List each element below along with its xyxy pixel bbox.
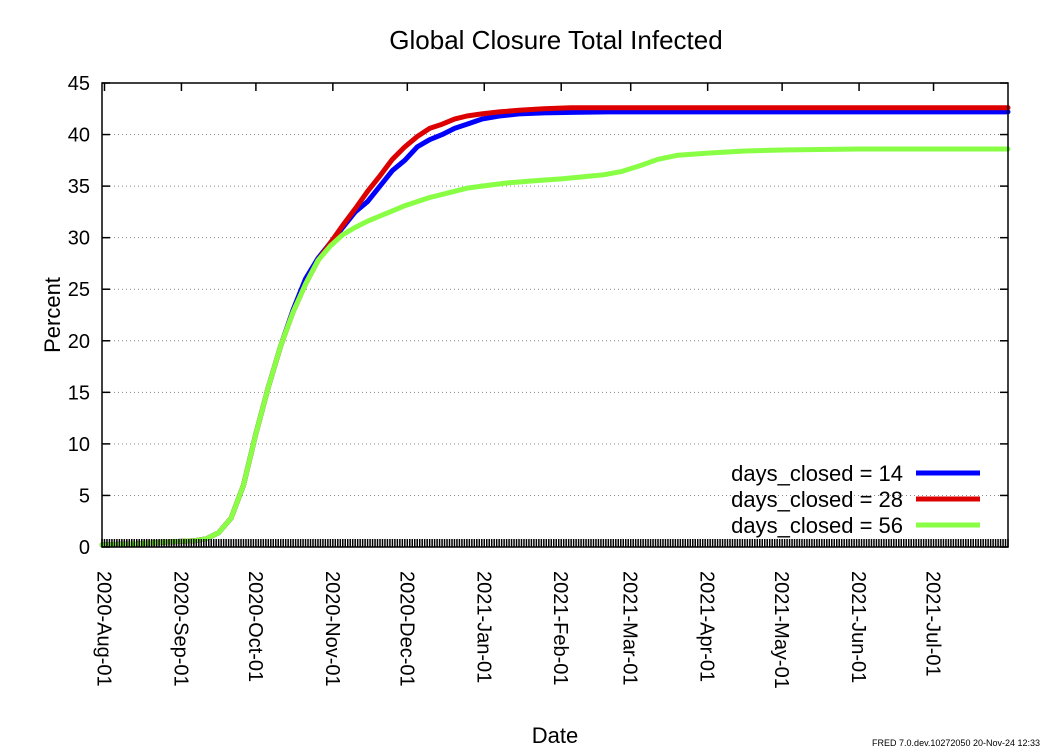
series-lines: [99, 105, 1011, 548]
x-tick-label: 2020-Aug-01: [92, 571, 114, 687]
x-tick-label: 2020-Dec-01: [395, 571, 417, 687]
y-tick-label: 20: [68, 331, 90, 353]
y-tick-label: 30: [68, 228, 90, 250]
x-tick-label: 2021-May-01: [770, 571, 792, 689]
y-tick-label: 45: [68, 73, 90, 95]
grid-lines: [102, 134, 1008, 496]
x-tick-label: 2021-Jun-01: [847, 571, 869, 683]
y-tick-label: 0: [79, 537, 90, 559]
x-tick-label: 2020-Nov-01: [321, 571, 343, 687]
y-tick-label: 15: [68, 382, 90, 404]
legend-label: days_closed = 28: [731, 487, 903, 512]
x-tick-label: 2020-Oct-01: [244, 571, 266, 682]
x-tick-label: 2020-Sep-01: [169, 571, 191, 687]
plot-frame: [101, 82, 1009, 548]
y-tick-label: 10: [68, 434, 90, 456]
y-axis-ticks: 0 5 10 15 20 25 30 35 40 45: [68, 73, 1008, 559]
x-tick-label: 2021-Apr-01: [696, 571, 718, 682]
x-axis-label: Date: [532, 723, 578, 748]
x-tick-label: 2021-Feb-01: [549, 571, 571, 686]
x-minor-ticks: [101, 539, 1009, 547]
x-tick-label: 2021-Jan-01: [472, 571, 494, 683]
legend-label: days_closed = 56: [731, 513, 903, 538]
legend-label: days_closed = 14: [731, 461, 903, 486]
x-tick-label: 2021-Mar-01: [619, 571, 641, 686]
y-tick-label: 5: [79, 485, 90, 507]
x-tick-label: 2021-Jul-01: [922, 571, 944, 677]
series-line-3: [99, 146, 1011, 548]
footer-stamp: FRED 7.0.dev.10272050 20-Nov-24 12:33: [872, 738, 1040, 748]
y-tick-label: 40: [68, 125, 90, 147]
y-tick-label: 25: [68, 279, 90, 301]
x-axis-ticks: 2020-Aug-01 2020-Sep-01 2020-Oct-01 2020-No…: [92, 83, 944, 689]
chart-title: Global Closure Total Infected: [389, 25, 722, 55]
bottom-tick-strip: [101, 539, 1009, 547]
y-tick-label: 35: [68, 176, 90, 198]
y-axis-label: Percent: [40, 277, 65, 353]
